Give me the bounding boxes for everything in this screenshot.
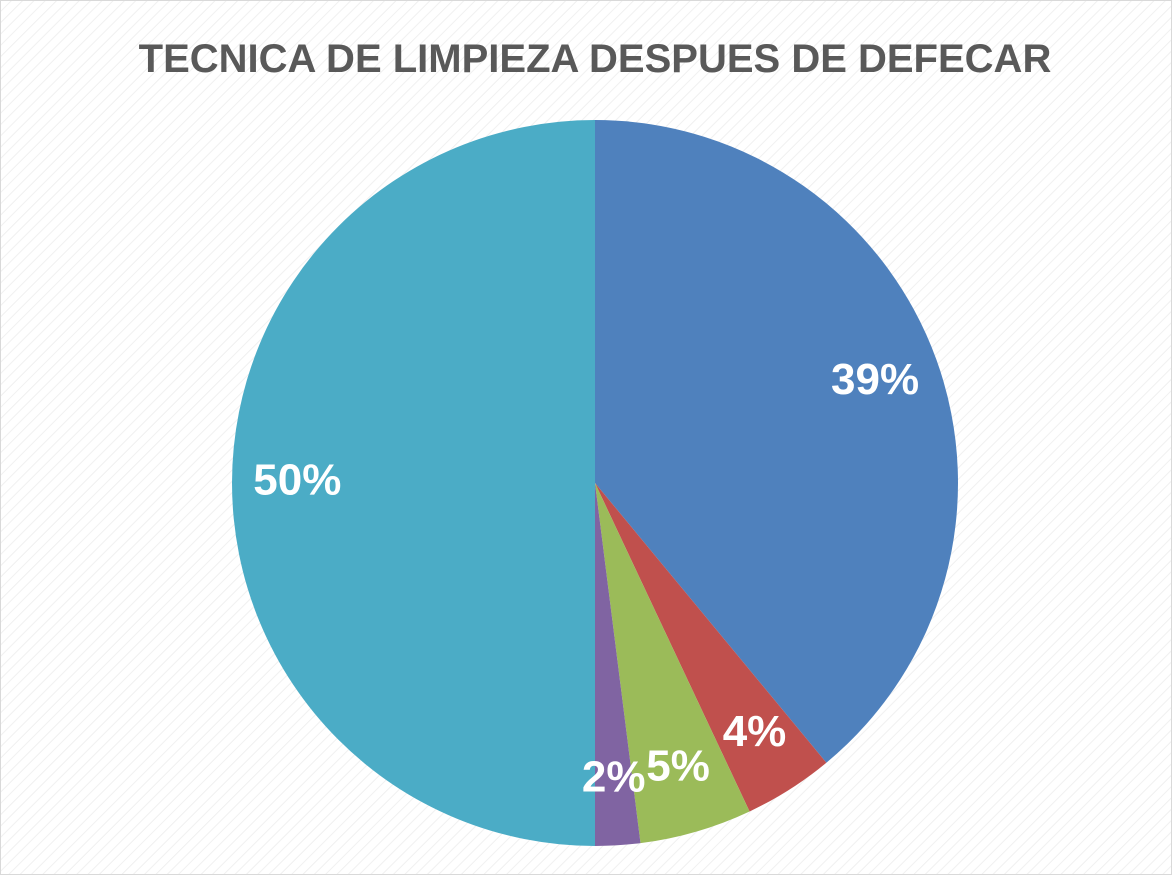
data-label: 39% [831, 355, 919, 404]
data-labels: 39% 4% 5%2% 50% [253, 355, 919, 802]
pie-slice [595, 483, 641, 846]
data-label: 50% [253, 456, 341, 505]
pie [232, 120, 958, 846]
data-label: 2% [582, 753, 646, 802]
pie-slice [595, 483, 750, 844]
pie-slice [232, 120, 595, 846]
pie-slice [595, 483, 827, 812]
data-label: 5% [646, 741, 710, 790]
chart-title: TECNICA DE LIMPIEZA DESPUES DE DEFECAR [139, 37, 1052, 81]
pie-slice [595, 120, 958, 763]
data-label: 4% [723, 707, 787, 756]
